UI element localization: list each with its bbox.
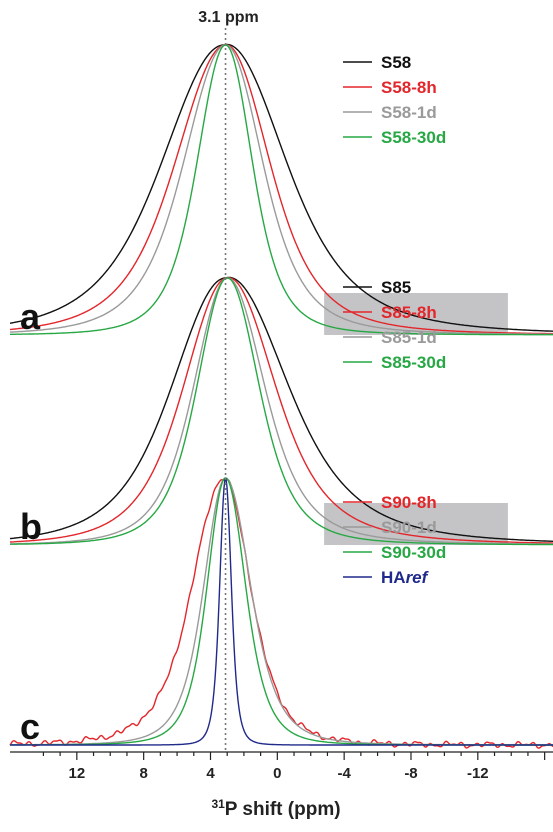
panel-a: a S58 S58-8h S58-1d S58-30d: [9, 43, 553, 337]
legend-label-text: S58: [381, 53, 411, 72]
x-axis-title-superscript: 31: [211, 797, 225, 811]
panel-label-c: c: [20, 706, 40, 747]
legend-label: S85-8h: [381, 303, 437, 322]
legend-a: S58 S58-8h S58-1d S58-30d: [343, 53, 446, 147]
legend-label: S90-1d: [381, 518, 437, 537]
x-tick-label: 0: [273, 765, 281, 782]
legend-label-text: S85-8h: [381, 303, 437, 322]
panels-layer: aS58S58-8hS58-1dS58-30dbS85S85-8hS85-1dS…: [9, 43, 553, 749]
legend-label: S90-30d: [381, 543, 446, 562]
series-line-c-4: [10, 477, 553, 746]
legend-label: S85: [381, 278, 411, 297]
legend-label-text: HA: [381, 568, 406, 587]
legend-b: S85 S85-8h S85-1d S85-30d: [343, 278, 446, 372]
legend-c: S90-8h S90-1d S90-30d HAref: [343, 493, 446, 587]
x-tick-label: 4: [206, 765, 215, 782]
series-line-b-3: [10, 277, 553, 545]
legend-label: S85-1d: [381, 328, 437, 347]
legend-label-text: S58-30d: [381, 128, 446, 147]
x-tick-label: -12: [467, 765, 489, 782]
legend-label-text: S85: [381, 278, 411, 297]
panel-c: c S90-8h S90-1d S90-30d HAref: [9, 477, 553, 749]
legend-label-text: S90-1d: [381, 518, 437, 537]
legend-label-text: S85-1d: [381, 328, 437, 347]
legend-label-text: S85-30d: [381, 353, 446, 372]
reference-line-label: 3.1 ppm: [198, 9, 258, 26]
panel-label-a: a: [20, 296, 41, 337]
legend-label: S85-30d: [381, 353, 446, 372]
x-axis-title: 31P shift (ppm): [211, 797, 340, 820]
x-axis-title-text: P shift (ppm): [225, 799, 341, 820]
panel-label-b: b: [20, 506, 42, 547]
legend-label: HAref: [381, 568, 430, 587]
legend-label: S90-8h: [381, 493, 437, 512]
series-line-b-1: [9, 276, 553, 542]
x-tick-label: -8: [404, 765, 417, 782]
legend-label-text: S90-30d: [381, 543, 446, 562]
legend-label-text: S58-8h: [381, 78, 437, 97]
series-line-a-4: [10, 44, 553, 336]
legend-label-italic: ref: [406, 568, 430, 587]
legend-label: S58-8h: [381, 78, 437, 97]
x-tick-label: 8: [139, 765, 147, 782]
panel-b: b S85 S85-8h S85-1d S85-30d: [9, 276, 553, 547]
series-line-a-3: [10, 44, 553, 335]
legend-label: S58: [381, 53, 411, 72]
series-line-a-1: [9, 43, 553, 332]
x-tick-label: -4: [337, 765, 351, 782]
legend-label: S58-30d: [381, 128, 446, 147]
legend-label-text: S90-8h: [381, 493, 437, 512]
legend-label-text: S58-1d: [381, 103, 437, 122]
legend-label: S58-1d: [381, 103, 437, 122]
x-tick-label: 12: [68, 765, 85, 782]
series-line-a-2: [10, 44, 553, 335]
series-line-b-2: [10, 277, 553, 544]
series-line-b-4: [9, 277, 553, 546]
x-axis: 12 8 4 0 -4 -8 -12: [10, 751, 553, 782]
